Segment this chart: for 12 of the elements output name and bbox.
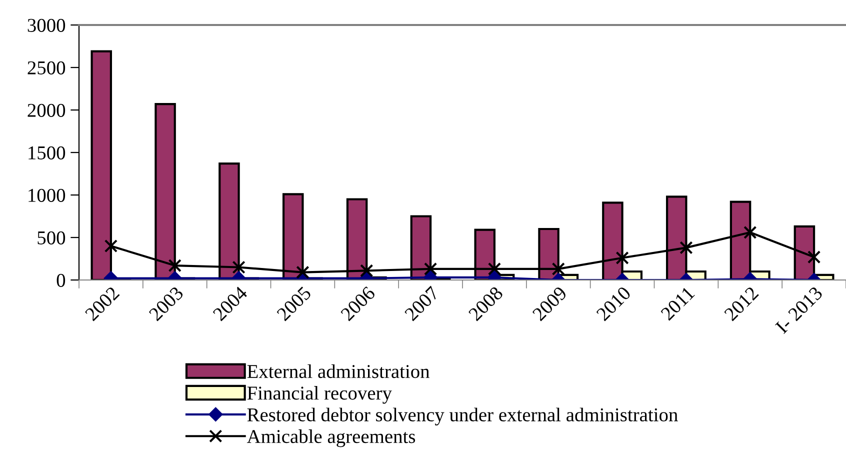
- legend-label: Financial recovery: [247, 386, 392, 404]
- y-tick-label: 2500: [28, 61, 66, 74]
- y-tick-label: 500: [38, 231, 66, 244]
- legend-label: Amicable agreements: [246, 429, 416, 448]
- y-tick-label: 3000: [28, 18, 66, 32]
- legend-label: Restored debtor solvency under external administration: [247, 408, 678, 426]
- y-tick-label: 2000: [28, 104, 66, 117]
- y-tick-label: 1500: [28, 146, 66, 160]
- y-tick-label: 0: [56, 274, 66, 287]
- legend-label: External administration: [247, 364, 430, 378]
- x-tick-label: 2011: [660, 286, 696, 321]
- y-tick-label: 1000: [28, 188, 66, 202]
